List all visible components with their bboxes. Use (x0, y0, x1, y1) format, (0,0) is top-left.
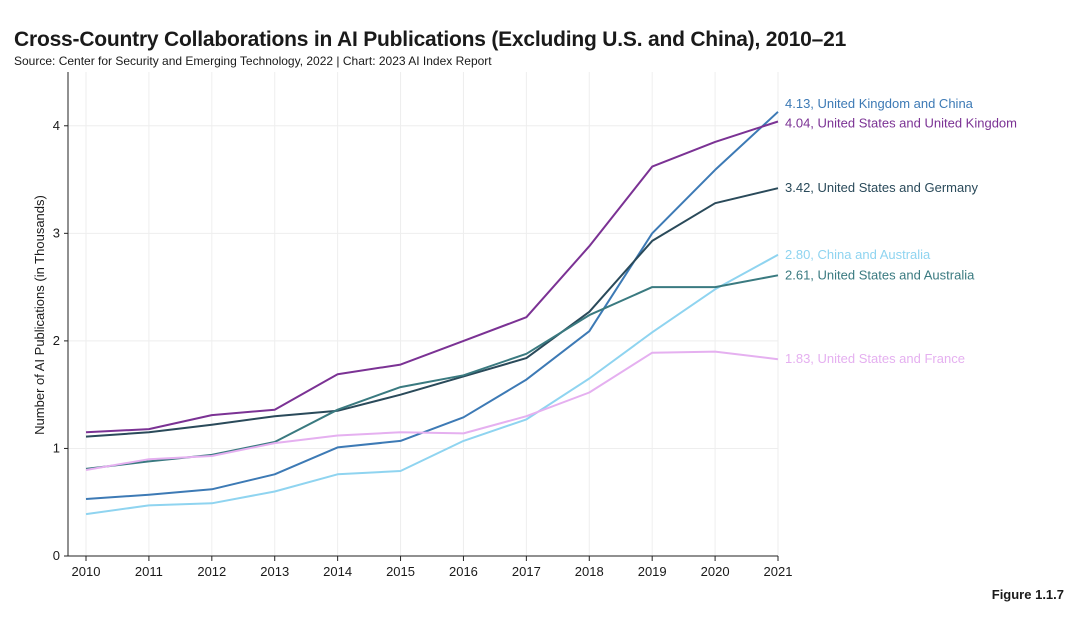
series-line-united-states-and-germany (85, 187, 779, 438)
y-tick-label: 2 (53, 333, 60, 348)
end-labels: 4.13, United Kingdom and China 4.04, Unit… (785, 96, 1017, 366)
tick-labels: 2010 2011 2012 2013 2014 2015 2016 2017 2018 2019… (53, 118, 793, 579)
x-tick-label: 2012 (197, 564, 226, 579)
end-label-united-states-and-germany: 3.42, United States and Germany (785, 180, 978, 195)
end-label-united-states-and-australia: 2.61, United States and Australia (785, 267, 975, 282)
x-tick-label: 2021 (764, 564, 793, 579)
x-tick-label: 2011 (135, 564, 163, 579)
series-line-china-and-australia (85, 253, 779, 516)
figure-label: Figure 1.1.7 (991, 587, 1064, 602)
x-tick-label: 2018 (575, 564, 604, 579)
y-tick-label: 0 (53, 548, 60, 563)
end-label-united-kingdom-and-china: 4.13, United Kingdom and China (785, 96, 974, 111)
chart-title: Cross-Country Collaborations in AI Publi… (14, 28, 847, 51)
end-label-china-and-australia: 2.80, China and Australia (785, 247, 931, 262)
series-line-united-states-and-united-kingdom (85, 120, 779, 434)
grid-lines (68, 72, 779, 557)
x-tick-label: 2015 (386, 564, 415, 579)
axes (64, 72, 779, 561)
series-line-united-kingdom-and-china (85, 111, 779, 500)
y-axis-label: Number of AI Publications (in Thousands) (32, 195, 47, 435)
series-line-united-states-and-france (85, 350, 779, 471)
end-label-united-states-and-france: 1.83, United States and France (785, 351, 965, 366)
series-lines (85, 111, 779, 516)
end-label-united-states-and-united-kingdom: 4.04, United States and United Kingdom (785, 115, 1017, 130)
x-tick-label: 2010 (72, 564, 101, 579)
chart-subtitle: Source: Center for Security and Emerging… (14, 54, 492, 68)
x-tick-label: 2016 (449, 564, 478, 579)
y-tick-label: 4 (53, 118, 60, 133)
y-tick-label: 3 (53, 225, 60, 240)
x-tick-label: 2019 (638, 564, 667, 579)
series-line-united-states-and-australia (85, 274, 779, 470)
x-tick-label: 2014 (323, 564, 352, 579)
y-tick-label: 1 (53, 440, 60, 455)
x-tick-label: 2017 (512, 564, 541, 579)
x-tick-label: 2013 (260, 564, 289, 579)
x-tick-label: 2020 (701, 564, 730, 579)
